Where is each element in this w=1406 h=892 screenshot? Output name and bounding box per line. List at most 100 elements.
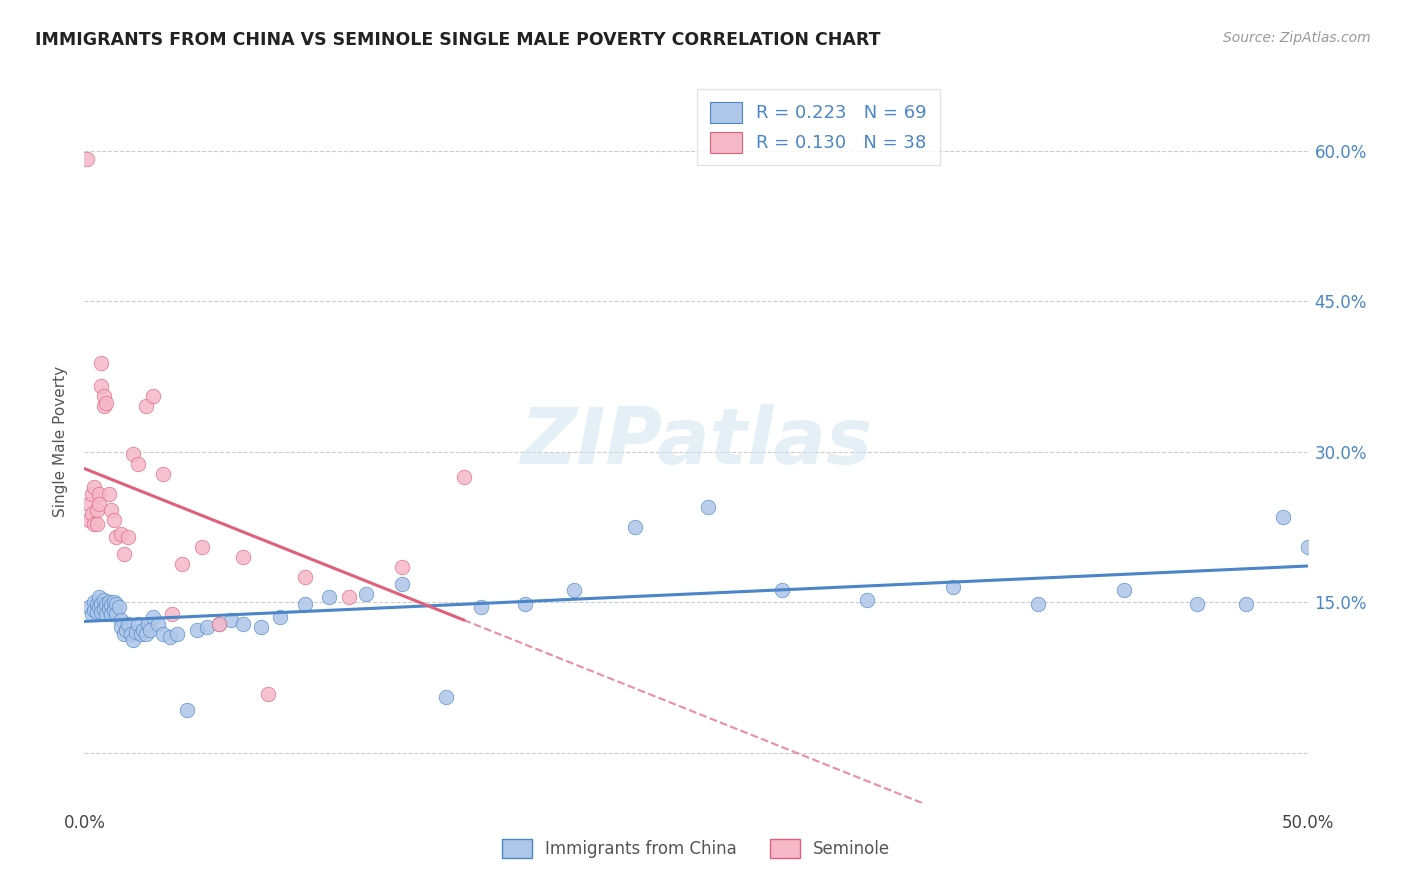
- Point: [624, 520, 647, 534]
- Point: [83, 480, 105, 494]
- Point: [337, 590, 360, 604]
- Point: [117, 617, 139, 632]
- Point: [86, 597, 108, 611]
- Point: [97, 487, 120, 501]
- Point: [257, 687, 280, 701]
- Text: Source: ZipAtlas.com: Source: ZipAtlas.com: [1223, 31, 1371, 45]
- Point: [172, 557, 194, 571]
- Point: [100, 503, 122, 517]
- Point: [87, 600, 110, 615]
- Point: [86, 503, 108, 517]
- Point: [132, 623, 155, 637]
- Point: [87, 487, 110, 501]
- Point: [186, 623, 208, 637]
- Point: [110, 526, 132, 541]
- Point: [208, 617, 231, 632]
- Point: [294, 570, 316, 584]
- Point: [112, 627, 135, 641]
- Point: [103, 513, 125, 527]
- Point: [942, 580, 965, 594]
- Point: [77, 497, 100, 511]
- Y-axis label: Single Male Poverty: Single Male Poverty: [53, 366, 69, 517]
- Point: [110, 620, 132, 634]
- Point: [162, 607, 184, 622]
- Point: [249, 620, 271, 634]
- Point: [112, 547, 135, 561]
- Text: ZIPatlas: ZIPatlas: [520, 403, 872, 480]
- Point: [470, 600, 492, 615]
- Point: [152, 627, 174, 641]
- Point: [191, 540, 214, 554]
- Point: [136, 617, 159, 632]
- Point: [93, 400, 115, 414]
- Point: [105, 530, 128, 544]
- Point: [87, 497, 110, 511]
- Point: [93, 602, 115, 616]
- Point: [139, 623, 162, 637]
- Point: [142, 389, 165, 403]
- Point: [232, 617, 254, 632]
- Point: [96, 396, 118, 410]
- Point: [93, 593, 115, 607]
- Point: [219, 613, 242, 627]
- Point: [103, 595, 125, 609]
- Point: [294, 597, 316, 611]
- Point: [697, 500, 720, 514]
- Point: [125, 625, 148, 640]
- Point: [208, 617, 231, 632]
- Point: [86, 516, 108, 531]
- Point: [135, 627, 157, 641]
- Point: [97, 602, 120, 616]
- Point: [86, 605, 108, 619]
- Point: [391, 577, 413, 591]
- Point: [97, 595, 120, 609]
- Point: [87, 590, 110, 604]
- Point: [127, 617, 149, 632]
- Point: [176, 703, 198, 717]
- Point: [105, 607, 128, 622]
- Point: [1236, 597, 1258, 611]
- Point: [1272, 509, 1295, 524]
- Point: [120, 627, 142, 641]
- Point: [436, 690, 458, 705]
- Point: [453, 469, 475, 483]
- Point: [117, 530, 139, 544]
- Point: [770, 583, 793, 598]
- Point: [135, 400, 157, 414]
- Point: [562, 583, 585, 598]
- Point: [110, 613, 132, 627]
- Point: [1187, 597, 1209, 611]
- Legend: Immigrants from China, Seminole: Immigrants from China, Seminole: [494, 830, 898, 867]
- Point: [107, 600, 129, 615]
- Point: [80, 607, 103, 622]
- Point: [83, 516, 105, 531]
- Point: [354, 587, 377, 601]
- Point: [93, 389, 115, 403]
- Point: [96, 607, 118, 622]
- Point: [159, 630, 181, 644]
- Point: [80, 487, 103, 501]
- Point: [83, 603, 105, 617]
- Point: [269, 610, 291, 624]
- Point: [232, 549, 254, 564]
- Point: [90, 379, 112, 393]
- Point: [115, 623, 138, 637]
- Point: [195, 620, 218, 634]
- Point: [1028, 597, 1050, 611]
- Point: [122, 633, 145, 648]
- Point: [103, 603, 125, 617]
- Point: [90, 605, 112, 619]
- Point: [856, 593, 879, 607]
- Point: [142, 610, 165, 624]
- Point: [127, 457, 149, 471]
- Point: [100, 607, 122, 622]
- Point: [83, 595, 105, 609]
- Point: [152, 467, 174, 481]
- Point: [391, 560, 413, 574]
- Point: [513, 597, 536, 611]
- Point: [76, 152, 98, 166]
- Point: [80, 507, 103, 521]
- Point: [1114, 583, 1136, 598]
- Point: [318, 590, 340, 604]
- Point: [105, 597, 128, 611]
